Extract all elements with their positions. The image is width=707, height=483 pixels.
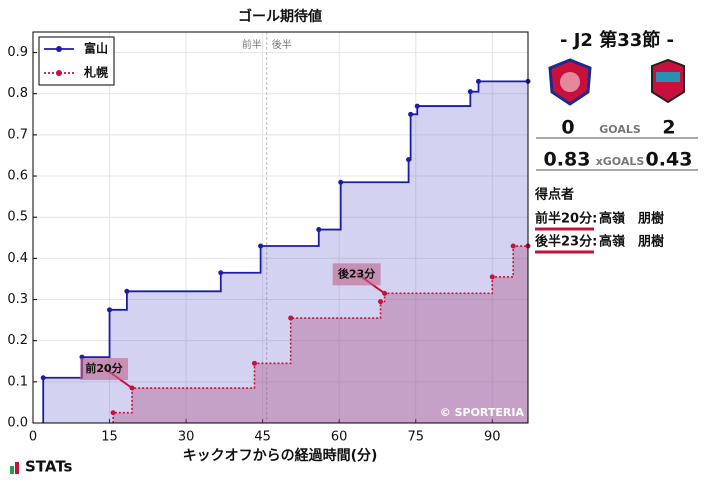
y-tick-label: 0.2 [7, 333, 28, 348]
y-tick-label: 0.0 [7, 416, 28, 431]
plot-frame [32, 31, 529, 424]
y-tick-label: 0.4 [7, 251, 28, 266]
x-tick-label: 90 [484, 430, 501, 445]
x-tick-label: 45 [254, 430, 271, 445]
round: - J2 第33節 - [560, 29, 674, 51]
half-label: 前半 [242, 38, 262, 51]
point [124, 288, 130, 294]
x-tick-label: 75 [407, 430, 424, 445]
y-tick-label: 0.5 [7, 210, 28, 225]
point [338, 179, 344, 185]
y-tick-label: 0.6 [7, 169, 28, 184]
point [406, 157, 412, 163]
scorer-time: 前半20分: [535, 211, 597, 227]
y-tick-label: 0.3 [7, 292, 28, 307]
home-logo [548, 58, 592, 106]
point [476, 78, 481, 84]
annotation: 前20分 [85, 361, 122, 375]
x-tick-label: 60 [331, 430, 348, 445]
legend-box [38, 36, 115, 86]
goals-label: GOALS [599, 123, 641, 136]
legend-marker [56, 70, 62, 76]
half-label: 後半 [272, 38, 292, 51]
x-tick-label: 30 [178, 430, 195, 445]
point [107, 307, 113, 313]
chart-title: ゴール期待値 [238, 8, 322, 25]
legend-label: 富山 [84, 41, 108, 56]
brand: STATs [25, 458, 73, 476]
y-tick-label: 0.9 [7, 45, 28, 60]
xg-label: xGOALS [596, 155, 645, 168]
line [112, 245, 528, 423]
watermark: © SPORTERIA [440, 406, 525, 419]
away-goals: 2 [662, 117, 675, 139]
point [489, 274, 495, 280]
home-goals: 0 [561, 117, 574, 139]
legend-marker [56, 46, 62, 52]
y-tick-label: 0.7 [7, 127, 28, 142]
away-logo [651, 58, 685, 104]
x-tick-label: 15 [101, 430, 118, 445]
scorers-title: 得点者 [534, 187, 574, 203]
point [40, 375, 46, 381]
scorer-time: 後半23分: [535, 234, 597, 250]
point [414, 103, 420, 109]
annotation-box [80, 358, 128, 381]
point [288, 315, 294, 321]
point [258, 243, 264, 249]
point [218, 270, 224, 276]
scorer-name: 高嶺 朋樹 [599, 211, 664, 227]
home-xg: 0.83 [544, 149, 591, 171]
x-tick-label: 0 [29, 430, 37, 445]
area [113, 246, 528, 423]
x-axis-label: キックオフからの経過時間(分) [183, 447, 378, 464]
annotation: 後23分 [338, 266, 375, 280]
point [251, 360, 257, 366]
point [467, 89, 473, 95]
point [316, 227, 322, 233]
point [110, 410, 116, 416]
point [510, 243, 516, 249]
away-xg: 0.43 [646, 149, 693, 171]
y-tick-label: 0.1 [7, 374, 28, 389]
legend-label: 札幌 [83, 65, 108, 80]
point [378, 299, 384, 305]
area [43, 81, 529, 424]
brand-logo [10, 462, 19, 474]
point [408, 111, 414, 117]
annotation-box [332, 263, 381, 286]
y-tick-label: 0.8 [7, 86, 28, 101]
scorer-name: 高嶺 朋樹 [599, 234, 664, 250]
